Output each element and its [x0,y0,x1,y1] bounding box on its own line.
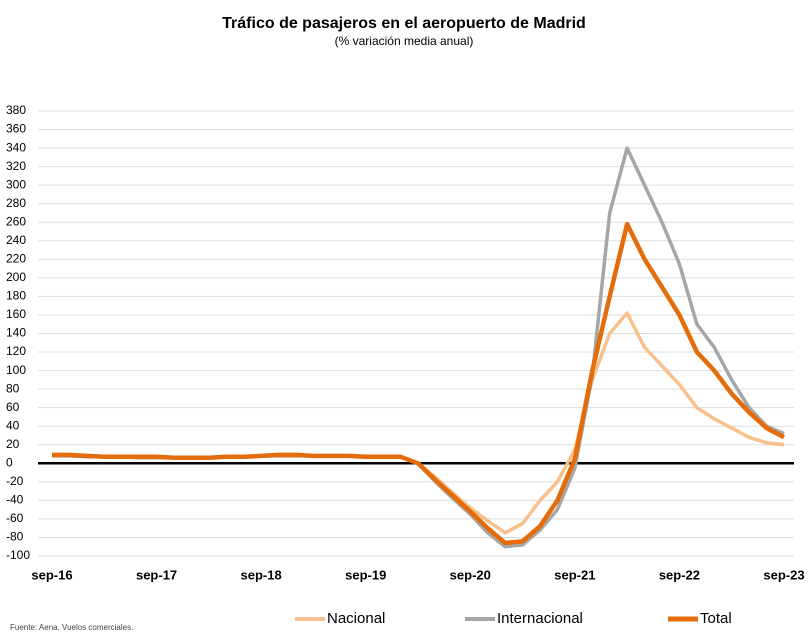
y-tick-label: 100 [6,363,26,377]
y-tick-label: 300 [6,177,26,191]
x-tick-label: sep-18 [241,567,282,582]
series-line [52,311,785,535]
y-tick-label: 360 [6,122,26,136]
series-line [52,146,785,549]
x-tick-label: sep-16 [31,567,72,582]
y-tick-label: 80 [6,381,20,395]
x-tick-label: sep-23 [763,567,804,582]
x-tick-label: sep-20 [450,567,491,582]
y-tick-label: 340 [6,140,26,154]
y-tick-label: -20 [6,474,24,488]
y-tick-label: 0 [6,455,13,469]
y-tick-label: 60 [6,400,20,414]
y-tick-label: 40 [6,418,20,432]
y-tick-label: -60 [6,511,24,525]
y-tick-label: -40 [6,493,24,507]
y-tick-label: 20 [6,437,20,451]
chart-title: Tráfico de pasajeros en el aeropuerto de… [222,15,586,32]
x-tick-label: sep-22 [659,567,700,582]
x-tick-label: sep-21 [554,567,595,582]
y-tick-label: 120 [6,344,26,358]
y-tick-label: -100 [6,548,30,562]
legend-label: Internacional [497,610,583,627]
series-line [52,221,786,546]
source: Fuente: Aena. Vuelos comerciales. [10,623,133,632]
y-tick-label: 380 [6,103,26,117]
y-tick-label: 160 [6,307,26,321]
y-tick-label: 200 [6,270,26,284]
y-tick-label: 180 [6,289,26,303]
y-tick-label: 140 [6,326,26,340]
y-tick-label: 240 [6,233,26,247]
y-tick-label: 260 [6,214,26,228]
y-tick-label: 220 [6,252,26,266]
y-tick-label: 320 [6,159,26,173]
y-tick-label: 280 [6,196,26,210]
chart-subtitle: (% variación media anual) [335,34,474,48]
y-tick-label: -80 [6,530,24,544]
legend-label: Total [700,610,732,627]
x-tick-label: sep-19 [345,567,386,582]
legend-label: Nacional [327,610,385,627]
x-tick-label: sep-17 [136,567,177,582]
